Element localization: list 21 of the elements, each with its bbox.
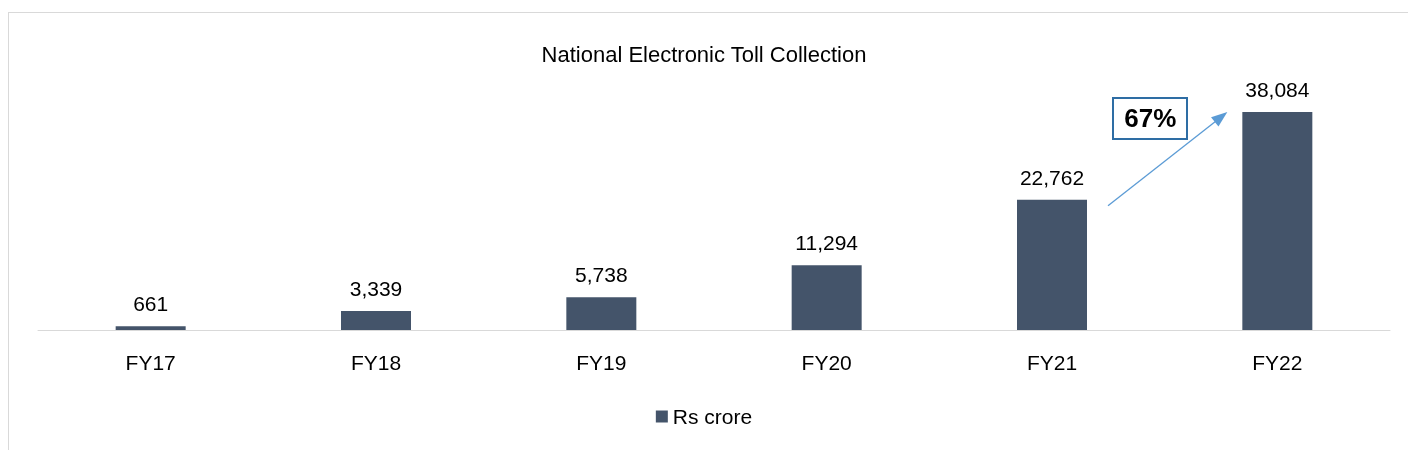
bar [791, 265, 862, 330]
data-label: 3,339 [349, 276, 403, 300]
data-label: 38,084 [1245, 78, 1310, 101]
data-label: 661 [133, 292, 169, 316]
data-label: 5,738 [575, 263, 628, 287]
annotation: 67% [1112, 97, 1189, 140]
chart-title: National Electronic Toll Collection [541, 41, 867, 67]
x-tick-label: FY20 [801, 351, 852, 374]
bar [115, 326, 186, 330]
x-tick-label: FY17 [125, 351, 176, 374]
bar [566, 297, 637, 330]
bar [341, 310, 411, 330]
x-tick-label: FY22 [1252, 351, 1303, 374]
x-tick-label: FY21 [1026, 351, 1078, 374]
legend-label: Rs crore [672, 405, 753, 428]
data-label: 22,762 [1019, 165, 1085, 189]
x-tick-label: FY19 [576, 351, 627, 374]
x-tick-label: FY18 [350, 351, 402, 374]
bar [1017, 199, 1087, 330]
bar [1242, 112, 1313, 330]
data-label: 11,294 [795, 231, 859, 255]
